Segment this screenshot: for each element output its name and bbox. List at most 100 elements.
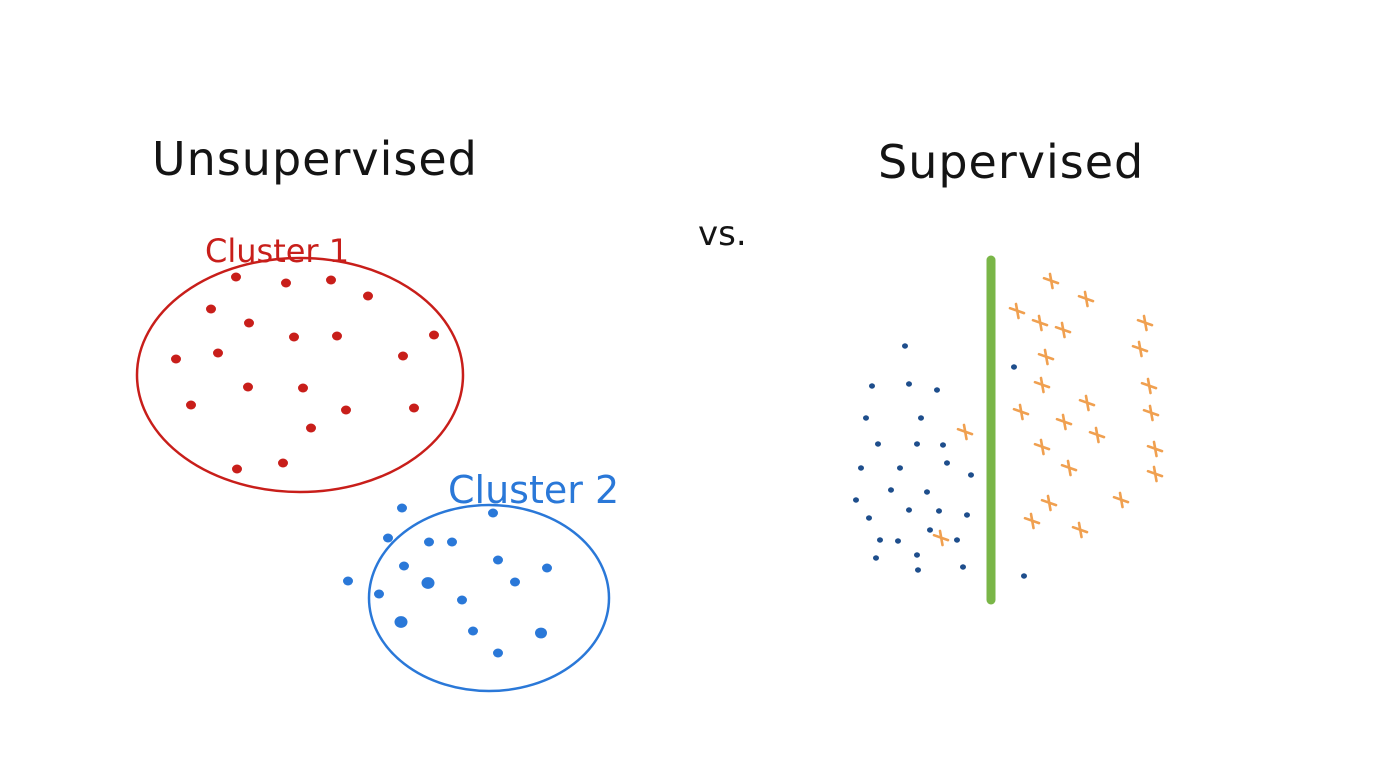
cluster-1-point — [429, 330, 439, 340]
cluster-2-point — [457, 595, 467, 605]
cluster-2-boundary — [367, 503, 611, 693]
cluster-2-group: Cluster 2 — [343, 468, 619, 693]
cluster-1-point — [332, 331, 342, 341]
class-a-point — [906, 381, 912, 387]
cluster-1-point — [289, 332, 299, 342]
class-b-cross — [1042, 272, 1060, 290]
cluster-2-point — [493, 648, 503, 658]
class-b-cross — [1140, 377, 1158, 395]
cluster-1-point — [213, 348, 223, 358]
class-a-point — [888, 487, 894, 493]
cluster-1-point — [232, 464, 242, 474]
cluster-2-point — [424, 537, 434, 547]
supervised-group — [853, 255, 1164, 605]
class-b-cross — [1060, 459, 1078, 477]
class-a-point — [858, 465, 864, 471]
cluster-1-points — [171, 272, 439, 474]
class-b-cross — [1088, 426, 1106, 444]
cluster-2-point — [542, 563, 552, 573]
cluster-1-point — [244, 318, 254, 328]
cluster-1-point — [231, 272, 241, 282]
class-b-cross — [1037, 348, 1055, 366]
unsupervised-title: Unsupervised — [152, 132, 478, 186]
cluster-1-point — [341, 405, 351, 415]
class-b-crosses — [932, 272, 1164, 547]
cluster-2-point — [488, 508, 498, 518]
cluster-1-point — [186, 400, 196, 410]
class-b-cross — [956, 423, 974, 441]
class-b-cross — [1040, 494, 1058, 512]
class-b-cross — [1008, 302, 1026, 320]
class-b-cross — [1023, 512, 1041, 530]
cluster-2-point — [399, 561, 409, 571]
class-b-cross — [1031, 314, 1049, 332]
class-b-cross — [1077, 290, 1095, 308]
class-a-point — [968, 472, 974, 478]
class-a-point — [1021, 573, 1027, 579]
cluster-1-point — [363, 291, 373, 301]
class-a-point — [873, 555, 879, 561]
class-b-cross — [1012, 403, 1030, 421]
class-a-point — [915, 567, 921, 573]
class-a-point — [897, 465, 903, 471]
class-a-point — [877, 537, 883, 543]
class-a-point — [1011, 364, 1017, 370]
cluster-2-point — [421, 577, 435, 589]
class-b-cross — [1146, 440, 1164, 458]
cluster-2-point — [374, 589, 384, 599]
class-b-cross — [1146, 465, 1164, 483]
class-a-point — [964, 512, 970, 518]
cluster-2-points — [343, 503, 552, 658]
class-a-point — [914, 441, 920, 447]
class-a-point — [863, 415, 869, 421]
supervised-title: Supervised — [878, 135, 1144, 189]
cluster-1-point — [306, 423, 316, 433]
class-a-point — [936, 508, 942, 514]
cluster-1-boundary — [135, 256, 465, 494]
class-b-cross — [932, 529, 950, 547]
cluster-2-point — [468, 626, 478, 636]
cluster-2-point — [397, 503, 407, 513]
class-a-point — [906, 507, 912, 513]
class-b-cross — [1078, 394, 1096, 412]
cluster-2-point — [493, 555, 503, 565]
cluster-2-point — [343, 576, 353, 586]
class-a-point — [853, 497, 859, 503]
cluster-1-point — [171, 354, 181, 364]
class-b-cross — [1136, 314, 1154, 332]
class-b-cross — [1054, 321, 1072, 339]
vs-label: vs. — [698, 214, 747, 254]
cluster-2-point — [394, 616, 408, 628]
class-a-point — [954, 537, 960, 543]
cluster-1-point — [398, 351, 408, 361]
cluster-2-point — [535, 627, 547, 639]
cluster-1-point — [278, 458, 288, 468]
class-b-cross — [1071, 521, 1089, 539]
cluster-1-group: Cluster 1 — [135, 232, 465, 494]
class-a-point — [914, 552, 920, 558]
class-b-cross — [1131, 340, 1149, 358]
cluster-1-point — [326, 275, 336, 285]
class-b-cross — [1033, 438, 1051, 456]
cluster-2-point — [510, 577, 520, 587]
cluster-1-point — [243, 382, 253, 392]
cluster-1-point — [281, 278, 291, 288]
cluster-1-label: Cluster 1 — [205, 232, 349, 270]
class-a-point — [902, 343, 908, 349]
class-b-cross — [1033, 376, 1051, 394]
class-a-point — [934, 387, 940, 393]
class-b-cross — [1112, 491, 1130, 509]
class-b-cross — [1142, 404, 1160, 422]
class-a-point — [895, 538, 901, 544]
class-a-points — [853, 343, 1027, 579]
cluster-2-point — [447, 537, 457, 547]
class-a-point — [960, 564, 966, 570]
cluster-1-point — [206, 304, 216, 314]
cluster-1-point — [298, 383, 308, 393]
class-a-point — [866, 515, 872, 521]
class-a-point — [924, 489, 930, 495]
cluster-2-point — [383, 533, 393, 543]
class-a-point — [927, 527, 933, 533]
class-a-point — [869, 383, 875, 389]
